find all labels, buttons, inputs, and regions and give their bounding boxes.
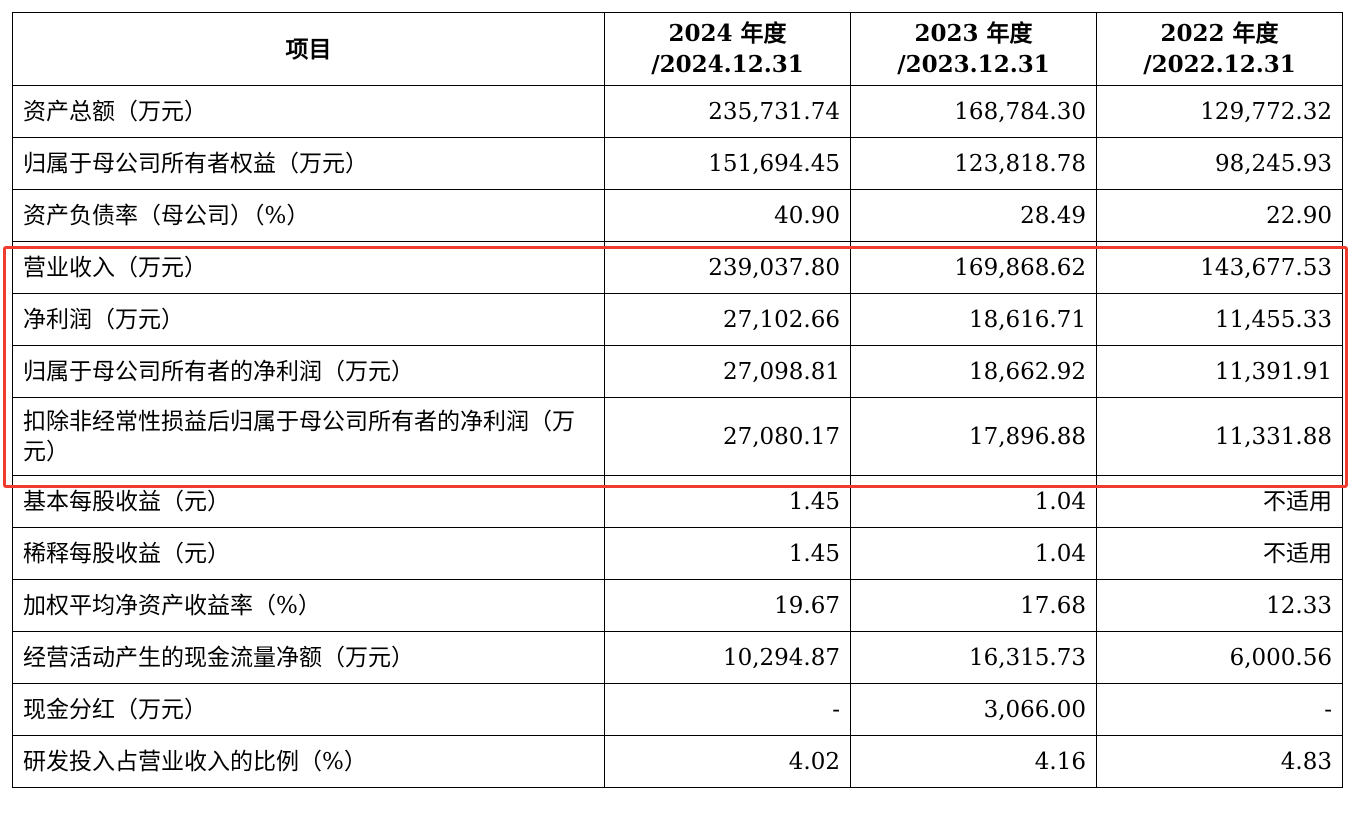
value-2023: 18,616.71 — [850, 293, 1097, 346]
value-2022: 143,677.53 — [1096, 241, 1343, 294]
value-2022: 11,331.88 — [1096, 397, 1343, 476]
header-2023-year: 2023 年度 — [914, 20, 1033, 47]
value-2024: 27,098.81 — [604, 345, 851, 398]
table-row: 稀释每股收益（元） 1.45 1.04 不适用 — [12, 527, 1343, 580]
header-2023-date: /2023.12.31 — [897, 51, 1050, 78]
value-2024: 27,080.17 — [604, 397, 851, 476]
header-2022: 2022 年度 /2022.12.31 — [1096, 12, 1343, 86]
value-2024: - — [604, 683, 851, 736]
value-2024: 151,694.45 — [604, 137, 851, 190]
row-label: 研发投入占营业收入的比例（%） — [12, 735, 605, 788]
row-label: 归属于母公司所有者权益（万元） — [12, 137, 605, 190]
row-label: 资产负债率（母公司）（%） — [12, 189, 605, 242]
row-label: 稀释每股收益（元） — [12, 527, 605, 580]
table-row: 加权平均净资产收益率（%） 19.67 17.68 12.33 — [12, 579, 1343, 632]
value-2024: 19.67 — [604, 579, 851, 632]
value-2022: 12.33 — [1096, 579, 1343, 632]
row-label: 基本每股收益（元） — [12, 475, 605, 528]
table-row: 基本每股收益（元） 1.45 1.04 不适用 — [12, 475, 1343, 528]
value-2023: 16,315.73 — [850, 631, 1097, 684]
value-2024: 1.45 — [604, 475, 851, 528]
value-2023: 169,868.62 — [850, 241, 1097, 294]
value-2024: 239,037.80 — [604, 241, 851, 294]
row-label: 资产总额（万元） — [12, 85, 605, 138]
value-2023: 28.49 — [850, 189, 1097, 242]
header-row: 项目 2024 年度 /2024.12.31 2023 年度 /2023.12.… — [12, 12, 1343, 86]
value-2023: 17.68 — [850, 579, 1097, 632]
header-2024: 2024 年度 /2024.12.31 — [604, 12, 851, 86]
value-2022: 11,391.91 — [1096, 345, 1343, 398]
header-2024-year: 2024 年度 — [668, 20, 787, 47]
table-row: 资产总额（万元） 235,731.74 168,784.30 129,772.3… — [12, 85, 1343, 138]
value-2022: 4.83 — [1096, 735, 1343, 788]
table-row: 扣除非经常性损益后归属于母公司所有者的净利润（万元） 27,080.17 17,… — [12, 397, 1343, 476]
header-2022-date: /2022.12.31 — [1143, 51, 1296, 78]
table-row: 净利润（万元） 27,102.66 18,616.71 11,455.33 — [12, 293, 1343, 346]
value-2024: 235,731.74 — [604, 85, 851, 138]
row-label: 扣除非经常性损益后归属于母公司所有者的净利润（万元） — [12, 397, 605, 476]
value-2022: 22.90 — [1096, 189, 1343, 242]
row-label: 加权平均净资产收益率（%） — [12, 579, 605, 632]
value-2023: 4.16 — [850, 735, 1097, 788]
value-2022: 不适用 — [1096, 527, 1343, 580]
row-label: 归属于母公司所有者的净利润（万元） — [12, 345, 605, 398]
value-2023: 168,784.30 — [850, 85, 1097, 138]
header-2024-date: /2024.12.31 — [651, 51, 804, 78]
row-label: 现金分红（万元） — [12, 683, 605, 736]
table-row: 资产负债率（母公司）（%） 40.90 28.49 22.90 — [12, 189, 1343, 242]
value-2024: 1.45 — [604, 527, 851, 580]
table-row: 现金分红（万元） - 3,066.00 - — [12, 683, 1343, 736]
table-row: 归属于母公司所有者的净利润（万元） 27,098.81 18,662.92 11… — [12, 345, 1343, 398]
value-2022: 129,772.32 — [1096, 85, 1343, 138]
value-2022: 6,000.56 — [1096, 631, 1343, 684]
header-2023: 2023 年度 /2023.12.31 — [850, 12, 1097, 86]
table-row: 研发投入占营业收入的比例（%） 4.02 4.16 4.83 — [12, 735, 1343, 788]
table-row: 营业收入（万元） 239,037.80 169,868.62 143,677.5… — [12, 241, 1343, 294]
value-2023: 17,896.88 — [850, 397, 1097, 476]
value-2024: 40.90 — [604, 189, 851, 242]
row-label: 经营活动产生的现金流量净额（万元） — [12, 631, 605, 684]
header-2022-year: 2022 年度 — [1160, 20, 1279, 47]
value-2024: 4.02 — [604, 735, 851, 788]
value-2023: 18,662.92 — [850, 345, 1097, 398]
financial-table: 项目 2024 年度 /2024.12.31 2023 年度 /2023.12.… — [12, 12, 1343, 788]
value-2022: 不适用 — [1096, 475, 1343, 528]
value-2024: 27,102.66 — [604, 293, 851, 346]
table-row: 经营活动产生的现金流量净额（万元） 10,294.87 16,315.73 6,… — [12, 631, 1343, 684]
value-2023: 3,066.00 — [850, 683, 1097, 736]
value-2023: 1.04 — [850, 527, 1097, 580]
table-row: 归属于母公司所有者权益（万元） 151,694.45 123,818.78 98… — [12, 137, 1343, 190]
value-2022: 11,455.33 — [1096, 293, 1343, 346]
value-2024: 10,294.87 — [604, 631, 851, 684]
value-2023: 1.04 — [850, 475, 1097, 528]
header-item: 项目 — [12, 12, 605, 86]
value-2023: 123,818.78 — [850, 137, 1097, 190]
value-2022: 98,245.93 — [1096, 137, 1343, 190]
value-2022: - — [1096, 683, 1343, 736]
row-label: 营业收入（万元） — [12, 241, 605, 294]
row-label: 净利润（万元） — [12, 293, 605, 346]
